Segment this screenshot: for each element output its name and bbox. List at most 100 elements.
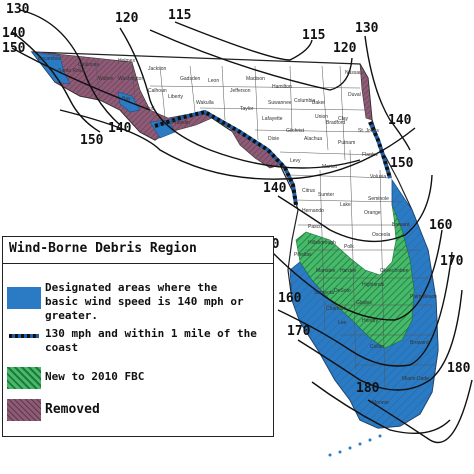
county-label: Jackson	[148, 66, 167, 72]
county-label: Hillsborough	[308, 240, 336, 246]
county-label: Citrus	[302, 188, 316, 194]
legend-swatch-designated	[7, 287, 41, 309]
county-label: Santa Rosa	[58, 68, 84, 74]
county-label: Pinellas	[294, 252, 312, 258]
county-label: Lee	[338, 320, 347, 326]
county-label: Franklin	[172, 120, 190, 126]
county-label: Leon	[208, 78, 219, 84]
county-label: Holmes	[118, 58, 135, 64]
county-label: Union	[315, 114, 328, 120]
county-label: Okeechobee	[380, 268, 409, 274]
county-label: Polk	[344, 244, 354, 250]
county-label: Marion	[322, 164, 338, 170]
county-label: DeSoto	[334, 288, 351, 294]
isotach-label: 150	[390, 156, 414, 171]
county-label: Putnam	[338, 140, 355, 146]
county-label: Baker	[312, 100, 325, 106]
county-label: Columbia	[294, 98, 315, 104]
legend-swatch-removed	[7, 399, 41, 421]
county-label: Bradford	[326, 120, 345, 126]
county-label: Seminole	[368, 196, 389, 202]
legend-line: 130 mph and within 1 mile of the	[45, 327, 257, 340]
county-label: Highlands	[362, 282, 385, 288]
county-label: Madison	[246, 76, 265, 82]
county-label: Wakulla	[196, 100, 214, 106]
wind-speed-contours	[11, 9, 473, 444]
county-label: Jefferson	[230, 88, 251, 94]
legend-item-coastal-line: 130 mph and within 1 mile of the coast	[45, 327, 257, 355]
county-label: Hernando	[302, 208, 324, 214]
isotach-label: 150	[2, 41, 26, 56]
isotach-label: 170	[440, 254, 464, 269]
county-label: Pasco	[308, 224, 322, 230]
county-label: Volusia	[370, 174, 386, 180]
county-label: Alachua	[304, 136, 322, 142]
legend-line: New to 2010 FBC	[45, 370, 145, 383]
county-label: Calhoun	[148, 88, 167, 94]
removed-region-northeast	[359, 63, 373, 121]
county-label: Taylor	[240, 106, 254, 112]
legend-line: Removed	[45, 402, 100, 417]
isotach-label: 140	[2, 26, 26, 41]
isotach-label: 120	[333, 41, 357, 56]
isotach-label: 130	[6, 2, 30, 17]
coastal-130-mph-line-east-dash	[368, 121, 392, 179]
isotach-label: 120	[115, 11, 139, 26]
county-label: Gilchrist	[286, 128, 305, 134]
isotach-label: 170	[287, 324, 311, 339]
county-label: Osceola	[372, 232, 391, 238]
county-label: Sarasota	[314, 290, 334, 296]
isotach-label: 115	[302, 28, 325, 43]
legend-swatch-coastal-line	[9, 334, 39, 338]
county-label: Duval	[348, 92, 361, 98]
county-label: Brevard	[392, 222, 410, 228]
county-label: Escambia	[38, 56, 60, 62]
county-label: Glades	[356, 300, 372, 306]
county-label: Gulf	[145, 106, 155, 112]
legend-item-designated: Designated areas where the basic wind sp…	[45, 281, 244, 323]
coastal-130-mph-line-dash	[154, 109, 298, 206]
county-label: Charlotte	[326, 306, 347, 312]
isotach-label: 180	[356, 381, 380, 396]
county-label: Hamilton	[272, 84, 292, 90]
isotach-label: 160	[429, 218, 453, 233]
county-label: Hardee	[340, 268, 357, 274]
isotach-label: 140	[263, 181, 287, 196]
legend-swatch-new-2010	[7, 367, 41, 389]
county-label: Suwannee	[268, 100, 292, 106]
county-label: St. Johns	[358, 128, 379, 134]
isotach-label: 115	[168, 8, 191, 23]
county-label: Levy	[290, 158, 301, 164]
county-label: Miami-Dade	[402, 376, 429, 382]
legend-line: basic wind speed is 140 mph or	[45, 295, 244, 308]
county-label: Palm Beach	[410, 294, 437, 300]
legend-divider	[3, 263, 273, 264]
legend-line: greater.	[45, 309, 98, 322]
county-label: Lafayette	[262, 116, 283, 122]
county-label: Broward	[410, 340, 429, 346]
county-label: Walton	[98, 76, 114, 82]
county-label: Bay	[122, 96, 131, 102]
county-label: Sumter	[318, 192, 334, 198]
legend-line: coast	[45, 341, 79, 354]
county-label: Collier	[370, 344, 385, 350]
legend-item-new-2010: New to 2010 FBC	[45, 370, 144, 384]
county-label: Gadsden	[180, 76, 201, 82]
isotach-label: 140	[108, 121, 132, 136]
legend-title: Wind-Borne Debris Region	[9, 241, 197, 256]
isotach-label: 180	[447, 361, 471, 376]
county-label: Clay	[338, 116, 349, 122]
county-label: Orange	[364, 210, 381, 216]
county-label: Nassau	[345, 70, 362, 76]
florida-keys	[328, 434, 382, 457]
county-boundaries	[94, 59, 436, 391]
county-label: Liberty	[168, 94, 184, 100]
county-label: Washington	[118, 76, 144, 82]
county-label: Lake	[340, 202, 351, 208]
county-label: Dixie	[268, 136, 279, 142]
isotach-label: 160	[278, 291, 302, 306]
county-labels: Escambia Santa Rosa Okaloosa Walton Holm…	[38, 56, 437, 406]
county-label: Flagler	[362, 152, 378, 158]
county-label: Manatee	[316, 268, 336, 274]
